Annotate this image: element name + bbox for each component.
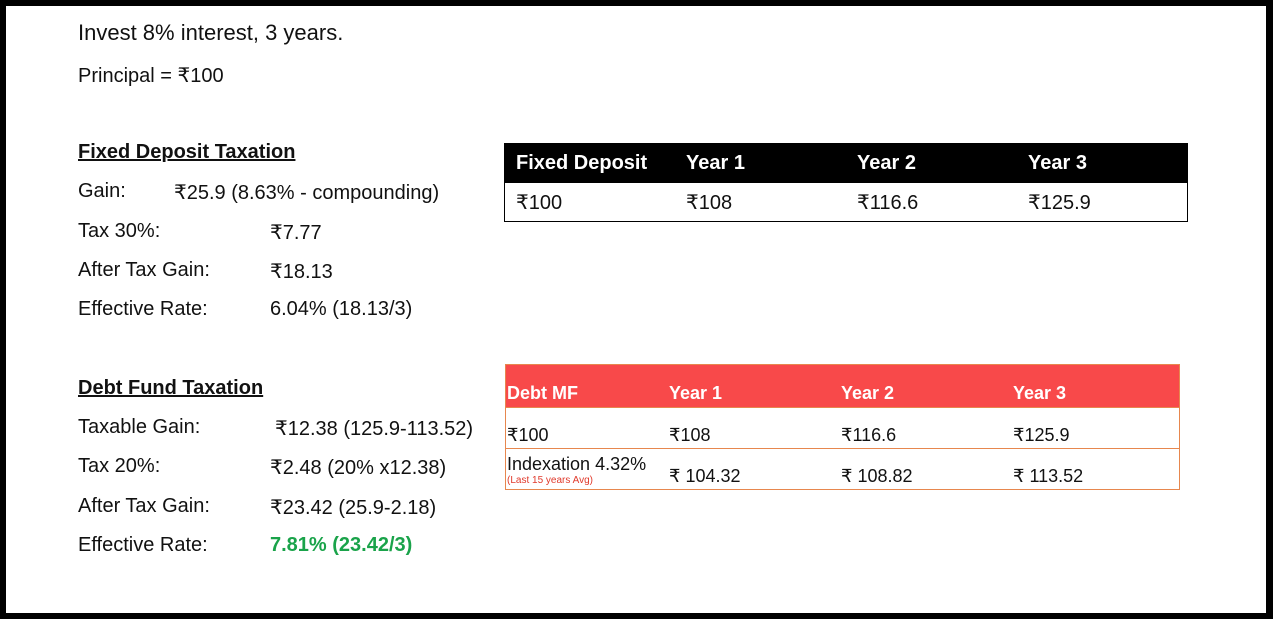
fd-cell: ₹125.9 <box>1028 191 1091 214</box>
debt-tax-label: Tax 20%: <box>78 455 161 477</box>
mf-header-cell: Year 1 <box>668 364 840 408</box>
fd-header-cell: Year 3 <box>1017 143 1188 183</box>
debt-tax-value: ₹2.48 (20% x12.38) <box>270 457 447 479</box>
debt-effective-rate-value: 7.81% (23.42/3) <box>270 534 413 556</box>
mf-cell: ₹108 <box>668 407 840 449</box>
mf-cell: ₹ 104.32 <box>668 448 840 490</box>
fd-table-header-row: Fixed Deposit Year 1 Year 2 Year 3 <box>504 143 1188 183</box>
debt-taxable-gain-label: Taxable Gain: <box>78 416 201 438</box>
mf-indexation-cell: Indexation 4.32% (Last 15 years Avg) <box>505 448 668 490</box>
mf-header-cell: Year 3 <box>1012 364 1180 408</box>
fd-effective-rate-label: Effective Rate: <box>78 298 208 320</box>
page-title: Invest 8% interest, 3 years. <box>78 20 344 45</box>
mf-table-header-row: Debt MF Year 1 Year 2 Year 3 <box>505 364 1180 408</box>
fd-gain-label: Gain: <box>78 180 126 202</box>
debt-effective-rate-label: Effective Rate: <box>78 534 208 556</box>
fd-effective-rate-value: 6.04% (18.13/3) <box>270 298 413 320</box>
principal-text: Principal = ₹100 <box>78 65 224 87</box>
indexation-label: Indexation 4.32% <box>507 454 647 474</box>
fd-table: Fixed Deposit Year 1 Year 2 Year 3 ₹100 … <box>504 143 1188 222</box>
mf-header-cell: Year 2 <box>840 364 1012 408</box>
mf-cell: ₹100 <box>505 407 668 449</box>
fd-header-cell: Fixed Deposit <box>504 143 675 183</box>
fd-heading: Fixed Deposit Taxation <box>78 141 296 163</box>
debt-mf-table: Debt MF Year 1 Year 2 Year 3 ₹100 ₹108 ₹… <box>505 364 1180 490</box>
mf-cell: ₹116.6 <box>840 407 1012 449</box>
fd-after-tax-label: After Tax Gain: <box>78 259 210 281</box>
debt-after-tax-value: ₹23.42 (25.9-2.18) <box>270 497 437 519</box>
fd-cell: ₹116.6 <box>857 191 919 214</box>
mf-cell: ₹ 108.82 <box>840 448 1012 490</box>
fd-table-row: ₹100 ₹108 ₹116.6 ₹125.9 <box>505 183 1188 222</box>
fd-after-tax-value: ₹18.13 <box>270 261 333 283</box>
mf-table-row-indexation: Indexation 4.32% (Last 15 years Avg) ₹ 1… <box>505 448 1180 490</box>
indexation-sublabel: (Last 15 years Avg) <box>507 475 593 486</box>
mf-header-cell: Debt MF <box>505 364 668 408</box>
fd-tax-label: Tax 30%: <box>78 220 161 242</box>
fd-tax-value: ₹7.77 <box>270 222 322 244</box>
mf-cell: ₹125.9 <box>1012 407 1180 449</box>
fd-gain-value: ₹25.9 (8.63% - compounding) <box>174 182 440 204</box>
debt-after-tax-label: After Tax Gain: <box>78 495 210 517</box>
mf-cell: ₹ 113.52 <box>1012 448 1180 490</box>
fd-cell: ₹100 <box>516 191 563 214</box>
mf-table-row: ₹100 ₹108 ₹116.6 ₹125.9 <box>505 407 1180 449</box>
fd-cell: ₹108 <box>686 191 733 214</box>
fd-header-cell: Year 2 <box>846 143 1017 183</box>
fd-header-cell: Year 1 <box>675 143 846 183</box>
debt-taxable-gain-value: ₹12.38 (125.9-113.52) <box>275 418 474 440</box>
debt-heading: Debt Fund Taxation <box>78 377 264 399</box>
